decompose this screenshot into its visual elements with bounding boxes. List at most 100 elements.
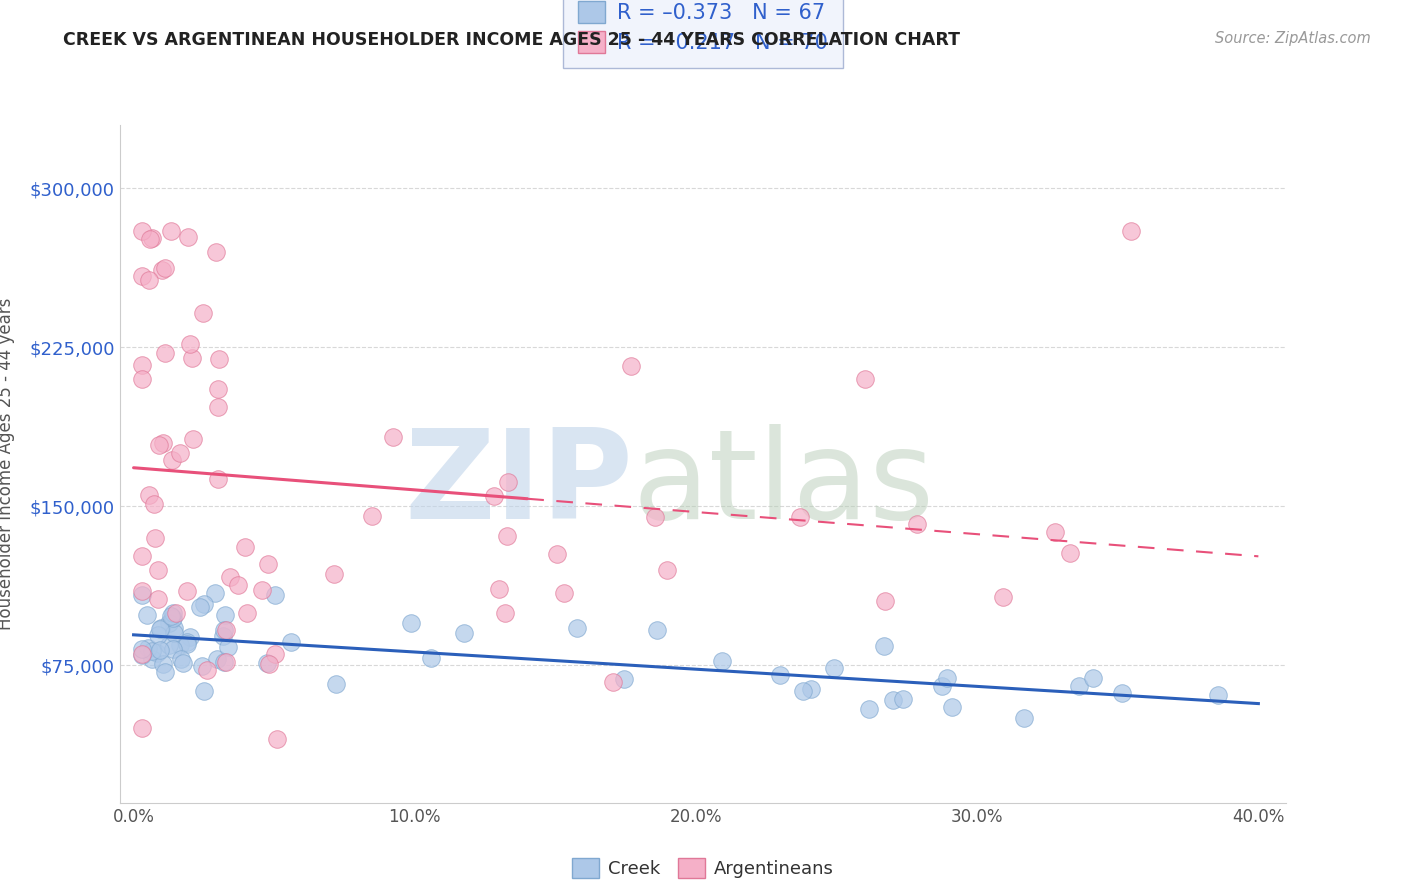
Point: [647, 624, 669, 638]
Point: [905, 516, 928, 531]
Point: [207, 401, 229, 415]
Point: [233, 540, 256, 554]
Point: [136, 607, 159, 622]
Point: [131, 268, 153, 283]
Point: [146, 627, 169, 641]
Point: [207, 472, 229, 486]
Point: [141, 652, 163, 666]
Point: [252, 583, 274, 598]
Point: [188, 600, 211, 615]
Point: [169, 446, 191, 460]
Point: [157, 616, 180, 631]
Point: [546, 547, 568, 561]
Point: [180, 351, 202, 366]
Point: [131, 372, 153, 386]
Point: [170, 652, 193, 666]
Text: CREEK VS ARGENTINEAN HOUSEHOLDER INCOME AGES 25 - 44 YEARS CORRELATION CHART: CREEK VS ARGENTINEAN HOUSEHOLDER INCOME …: [63, 31, 960, 49]
Point: [1059, 546, 1081, 560]
Point: [131, 224, 153, 238]
Point: [800, 681, 823, 696]
Point: [1206, 688, 1229, 702]
Point: [153, 346, 176, 360]
Point: [141, 644, 163, 658]
Point: [131, 648, 153, 662]
Point: [149, 622, 172, 636]
Point: [136, 641, 159, 656]
Point: [193, 598, 215, 612]
Point: [565, 621, 588, 635]
Point: [207, 383, 229, 397]
Point: [176, 637, 198, 651]
Point: [891, 691, 914, 706]
Point: [152, 436, 174, 450]
Point: [176, 635, 198, 649]
Point: [553, 585, 575, 599]
Point: [484, 489, 506, 503]
Point: [179, 630, 201, 644]
Point: [323, 567, 346, 582]
Point: [138, 487, 160, 501]
Legend: Creek, Argentineans: Creek, Argentineans: [565, 851, 841, 885]
Point: [146, 592, 169, 607]
Point: [488, 582, 510, 597]
Point: [148, 437, 170, 451]
Point: [160, 609, 183, 624]
Point: [257, 657, 280, 672]
Point: [153, 261, 176, 276]
Point: [131, 721, 153, 735]
Point: [613, 673, 636, 687]
Point: [768, 667, 790, 681]
Point: [191, 306, 214, 320]
Point: [207, 652, 229, 666]
Point: [236, 607, 259, 621]
Point: [420, 651, 443, 665]
Point: [935, 671, 957, 685]
Point: [146, 563, 169, 577]
Point: [1111, 686, 1133, 700]
Point: [150, 621, 173, 635]
Point: [1012, 710, 1035, 724]
Point: [215, 656, 238, 670]
Point: [163, 620, 186, 634]
Point: [214, 608, 236, 623]
Point: [494, 606, 516, 620]
Point: [882, 692, 904, 706]
Point: [496, 529, 519, 543]
Point: [139, 232, 162, 246]
Point: [212, 655, 235, 669]
Point: [162, 641, 184, 656]
Point: [212, 624, 235, 638]
Point: [204, 585, 226, 599]
Point: [655, 563, 678, 577]
Point: [159, 224, 181, 238]
Point: [204, 245, 226, 260]
Point: [179, 337, 201, 351]
Point: [853, 372, 876, 386]
Point: [266, 732, 288, 747]
Point: [644, 510, 666, 524]
Point: [142, 497, 165, 511]
Point: [162, 612, 184, 626]
Point: [191, 658, 214, 673]
Point: [212, 629, 235, 643]
Point: [145, 532, 167, 546]
Point: [931, 679, 953, 693]
Point: [217, 640, 239, 654]
Point: [858, 702, 880, 716]
Point: [153, 665, 176, 680]
Point: [162, 611, 184, 625]
Point: [1043, 525, 1066, 540]
Point: [789, 510, 811, 524]
Point: [382, 430, 405, 444]
Text: atlas: atlas: [633, 424, 935, 545]
Point: [169, 639, 191, 653]
Point: [711, 654, 734, 668]
Point: [1067, 679, 1090, 693]
Point: [150, 263, 173, 277]
Point: [149, 643, 172, 657]
Point: [131, 549, 153, 564]
Point: [138, 273, 160, 287]
Text: ZIP: ZIP: [405, 424, 633, 545]
Y-axis label: Householder Income Ages 25 - 44 years: Householder Income Ages 25 - 44 years: [0, 298, 15, 630]
Point: [195, 663, 218, 677]
